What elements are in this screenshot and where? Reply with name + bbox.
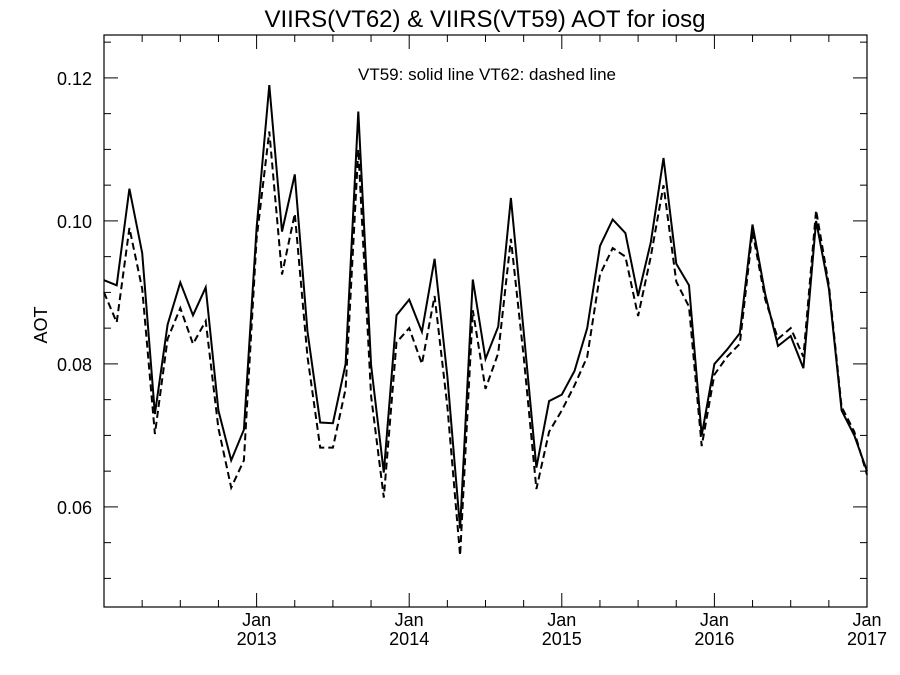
y-axis-label: AOT	[31, 306, 51, 343]
y-tick-label: 0.12	[57, 69, 92, 89]
chart-title: VIIRS(VT62) & VIIRS(VT59) AOT for iosg	[264, 6, 705, 33]
plot-frame	[103, 34, 868, 608]
x-tick-month-label: Jan	[700, 610, 729, 630]
x-tick-month-label: Jan	[852, 610, 881, 630]
x-tick-year-label: 2017	[847, 629, 887, 649]
x-tick-year-label: 2015	[542, 629, 582, 649]
x-tick-month-label: Jan	[242, 610, 271, 630]
y-tick-label: 0.10	[57, 212, 92, 232]
x-tick-year-label: 2013	[237, 629, 277, 649]
y-tick-label: 0.08	[57, 355, 92, 375]
series-line-dashed	[103, 131, 868, 556]
series-line-solid	[103, 85, 868, 529]
chart-annotation: VT59: solid line VT62: dashed line	[358, 65, 616, 84]
series-layer	[103, 85, 868, 556]
x-tick-month-label: Jan	[395, 610, 424, 630]
x-tick-month-label: Jan	[547, 610, 576, 630]
axis-ticks: 0.060.080.100.12Jan2013Jan2014Jan2015Jan…	[57, 35, 887, 649]
x-tick-year-label: 2016	[694, 629, 734, 649]
x-tick-year-label: 2014	[389, 629, 429, 649]
y-tick-label: 0.06	[57, 498, 92, 518]
